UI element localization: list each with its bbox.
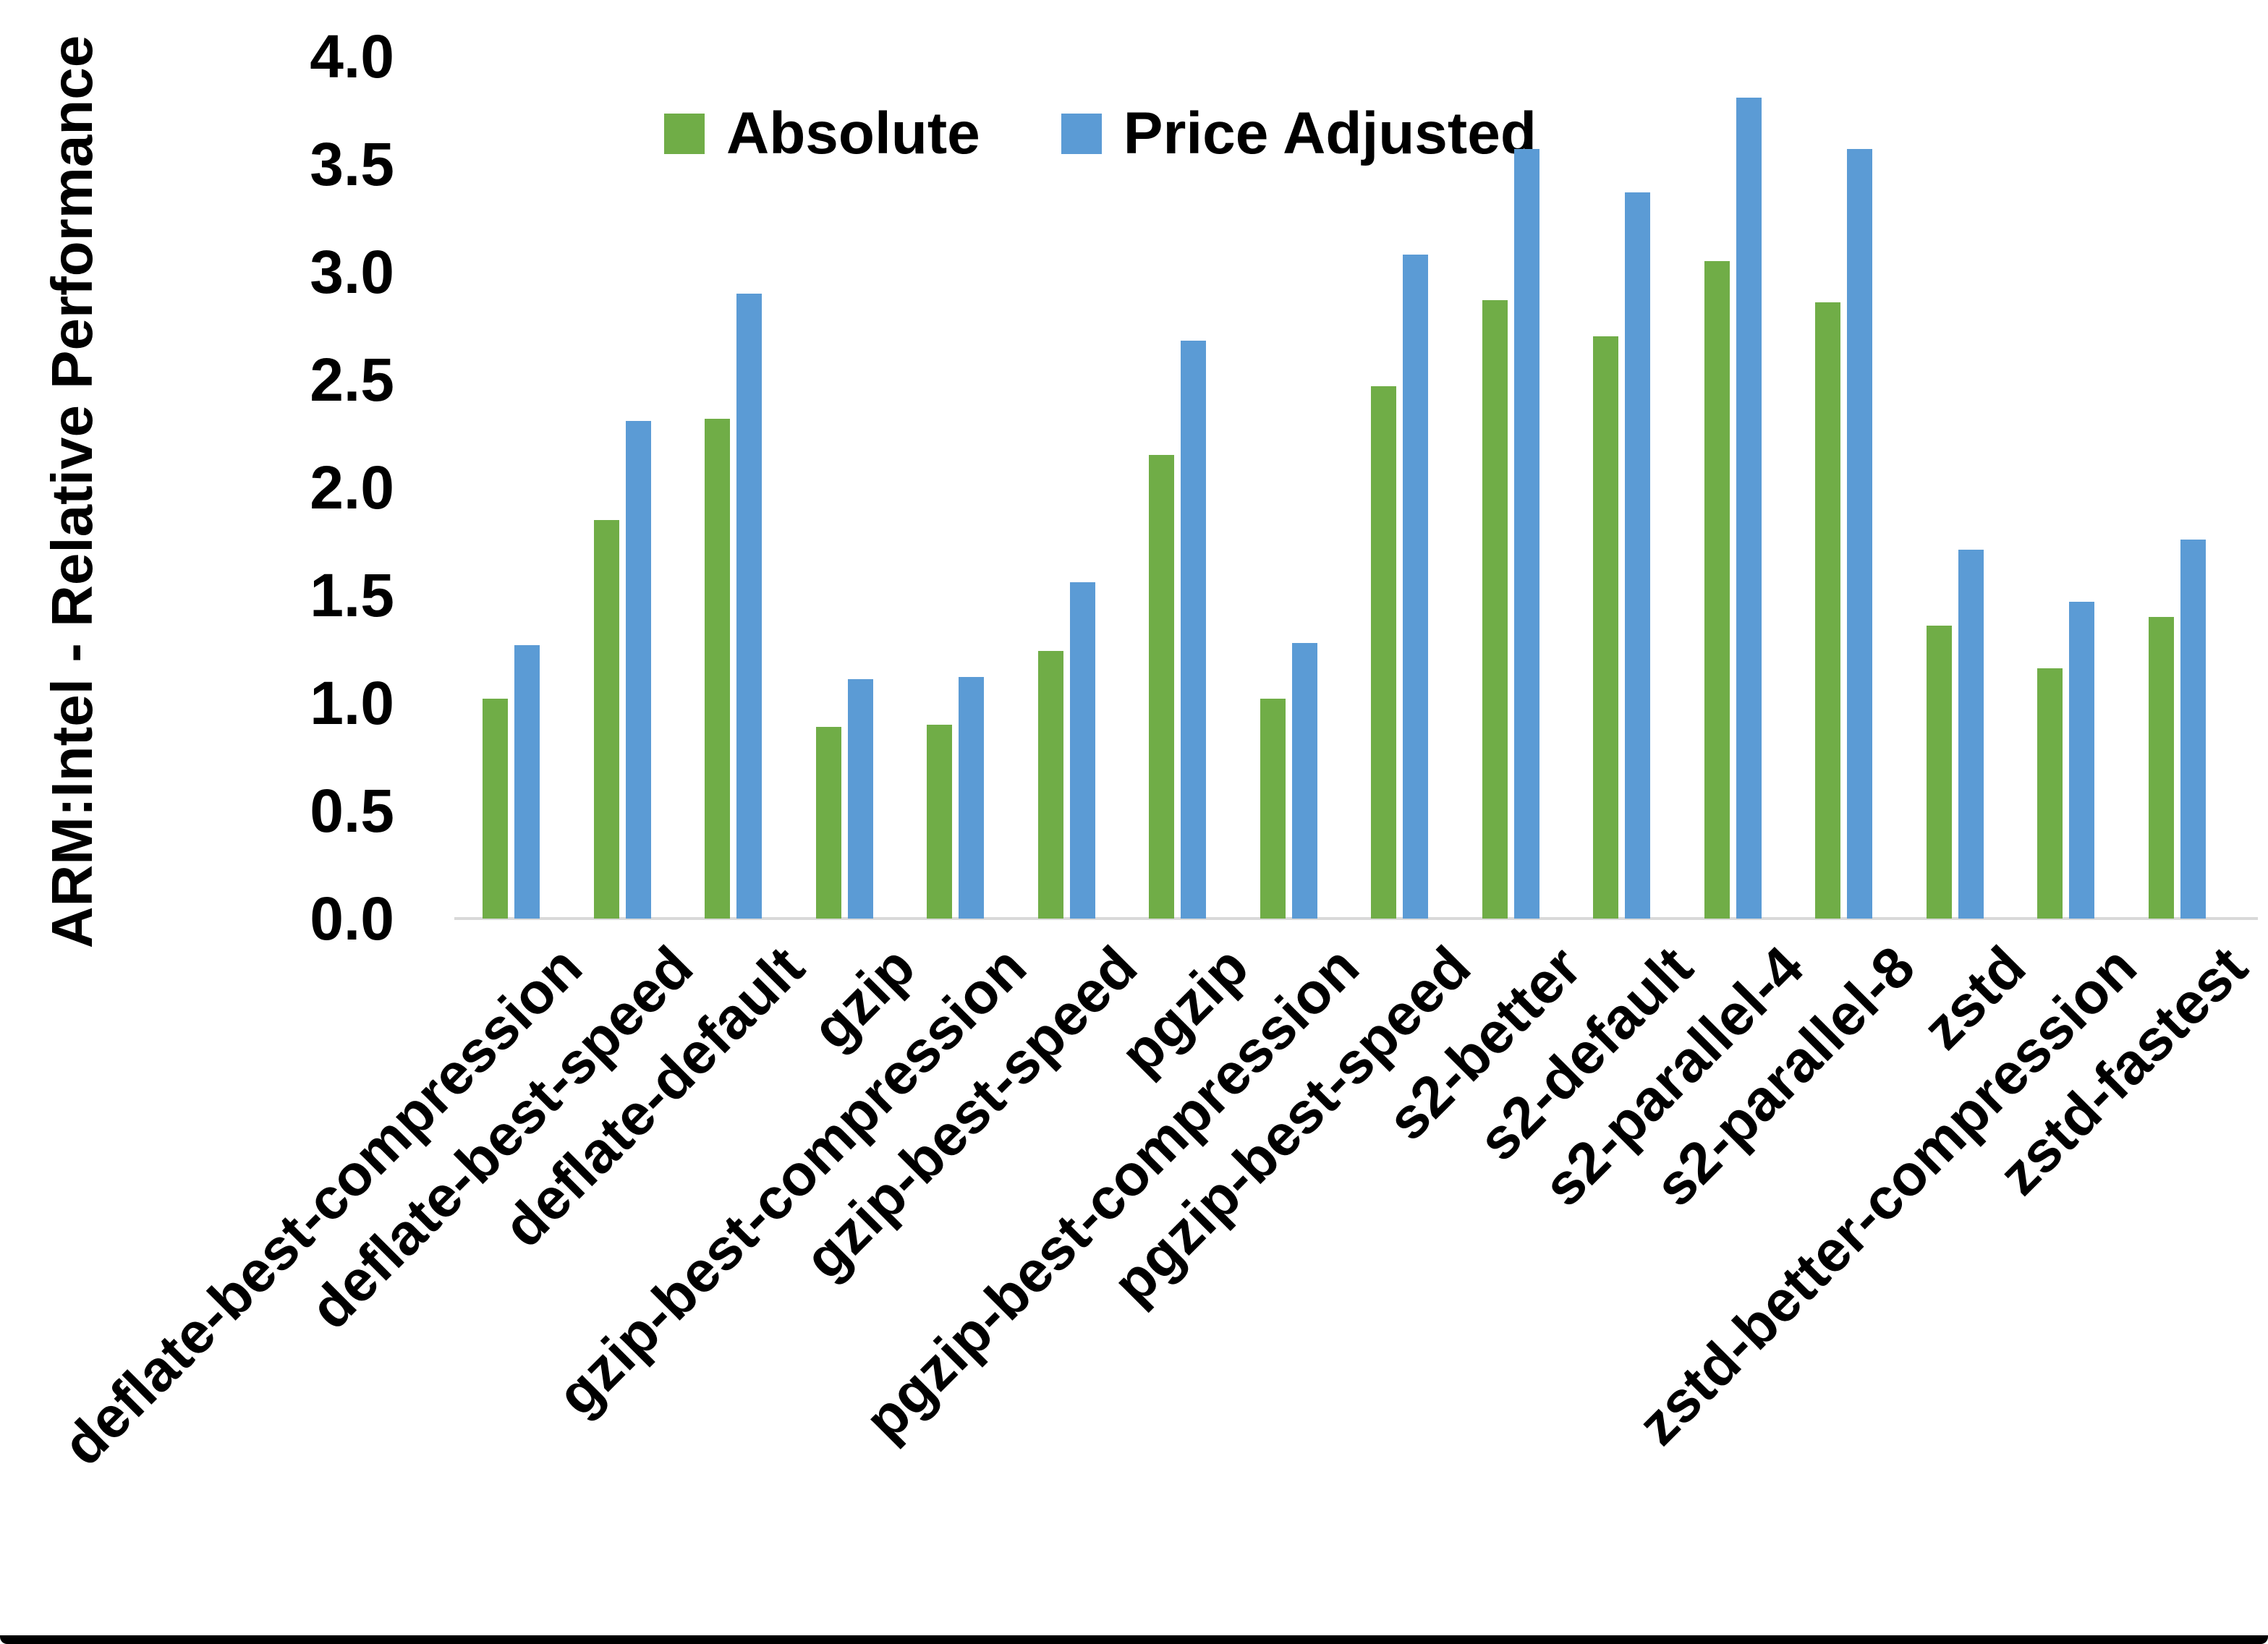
bar-absolute-zstd-fastest: [2148, 616, 2174, 919]
bar-absolute-pgzip-best-speed: [1371, 386, 1396, 919]
y-tick-label-1.0: 1.0: [310, 669, 394, 737]
legend-label-absolute: Absolute: [726, 101, 980, 166]
legend-label-price-adjusted: Price Adjusted: [1123, 101, 1537, 166]
bar-absolute-s2-parallel-4: [1704, 261, 1730, 919]
bar-absolute-s2-default: [1593, 336, 1618, 919]
bar-price-adjusted-zstd-better-compression: [2069, 601, 2094, 919]
y-tick-label-0.5: 0.5: [310, 777, 394, 845]
bar-absolute-gzip-best-speed: [1037, 651, 1063, 919]
bar-price-adjusted-gzip-best-compression: [959, 677, 984, 919]
bar-absolute-pgzip-best-compression: [1260, 699, 1286, 919]
bar-price-adjusted-pgzip: [1181, 341, 1206, 919]
legend-item-price-adjusted: Price Adjusted: [1061, 100, 1537, 168]
bar-price-adjusted-gzip-best-speed: [1069, 582, 1095, 919]
bar-price-adjusted-s2-better: [1513, 149, 1539, 919]
bar-absolute-deflate-best-speed: [593, 519, 619, 919]
y-tick-label-2.0: 2.0: [310, 453, 394, 521]
y-tick-label-3.5: 3.5: [310, 130, 394, 198]
legend-item-absolute: Absolute: [664, 100, 980, 168]
bar-price-adjusted-pgzip-best-speed: [1403, 255, 1428, 919]
bar-absolute-zstd-better-compression: [2037, 668, 2063, 919]
bar-absolute-gzip: [815, 726, 841, 919]
bar-absolute-s2-better: [1482, 299, 1508, 919]
legend-swatch-absolute-icon: [664, 114, 705, 154]
bar-absolute-pgzip: [1149, 455, 1174, 919]
legend-swatch-price-adjusted-icon: [1061, 114, 1102, 154]
y-tick-label-4.0: 4.0: [310, 22, 394, 90]
bar-price-adjusted-deflate-best-speed: [625, 420, 651, 919]
bar-price-adjusted-s2-parallel-4: [1736, 97, 1762, 919]
y-tick-label-1.5: 1.5: [310, 561, 394, 629]
bar-price-adjusted-deflate-default: [736, 293, 762, 919]
y-tick-label-0.0: 0.0: [310, 885, 394, 953]
bar-absolute-deflate-default: [705, 418, 730, 919]
bar-price-adjusted-s2-parallel-8: [1847, 149, 1872, 919]
y-tick-label-2.5: 2.5: [310, 346, 394, 414]
bottom-border: [0, 1635, 2268, 1644]
bar-price-adjusted-pgzip-best-compression: [1291, 642, 1317, 919]
bar-absolute-s2-parallel-8: [1815, 302, 1840, 919]
bar-price-adjusted-gzip: [847, 679, 873, 919]
bar-price-adjusted-s2-default: [1625, 192, 1650, 919]
bar-absolute-zstd: [1926, 625, 1952, 919]
bar-absolute-deflate-best-compression: [483, 699, 508, 919]
legend: Absolute Price Adjusted: [664, 100, 1537, 168]
y-tick-label-3.0: 3.0: [310, 238, 394, 306]
bar-price-adjusted-zstd: [1958, 550, 1984, 919]
bar-absolute-gzip-best-compression: [927, 724, 952, 919]
bar-price-adjusted-zstd-fastest: [2180, 539, 2206, 919]
bar-price-adjusted-deflate-best-compression: [514, 644, 540, 919]
x-axis-baseline: [454, 917, 2258, 920]
